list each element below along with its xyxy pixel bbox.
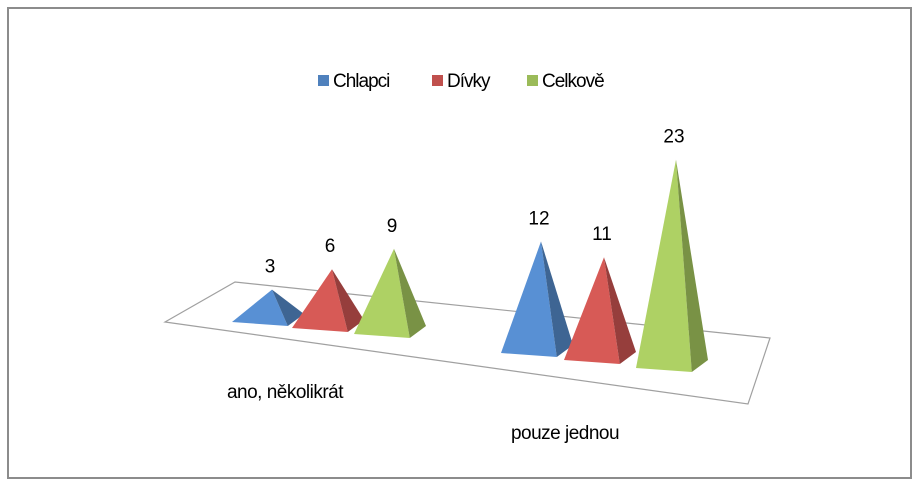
- pyramid: [564, 257, 636, 364]
- pyramid: [501, 241, 573, 357]
- pyramid: [232, 289, 304, 326]
- pyramid-side-face: [541, 241, 573, 357]
- legend-label: Chlapci: [333, 71, 389, 92]
- pyramid-front-face: [636, 159, 692, 372]
- pyramid-side-face: [272, 289, 304, 326]
- data-label: 11: [592, 224, 612, 245]
- data-label: 3: [265, 257, 276, 278]
- category-label: pouze jednou: [511, 423, 619, 444]
- floor: [163, 281, 771, 405]
- pyramid-front-face: [232, 289, 288, 326]
- legend-swatch: [318, 75, 329, 86]
- pyramid-front-face: [564, 257, 620, 364]
- category-label: ano, několikrát: [227, 382, 344, 403]
- legend-label: Celkově: [542, 71, 604, 92]
- pyramid-side-face: [676, 159, 708, 372]
- pyramid-side-face: [604, 257, 636, 364]
- pyramid-front-face: [354, 248, 410, 338]
- pyramid-front-face: [292, 269, 348, 332]
- chart-frame: [7, 7, 912, 479]
- data-label: 6: [325, 236, 336, 257]
- data-label: 9: [387, 216, 398, 237]
- pyramid-side-face: [394, 248, 426, 338]
- legend-label: Dívky: [447, 71, 491, 92]
- data-label: 12: [528, 208, 549, 229]
- pyramid: [636, 159, 708, 372]
- legend-swatch: [527, 75, 538, 86]
- legend-swatch: [432, 75, 443, 86]
- pyramid-side-face: [332, 269, 364, 332]
- pyramid: [354, 248, 426, 338]
- pyramid-front-face: [501, 241, 557, 357]
- data-label: 23: [663, 127, 684, 148]
- pyramid: [292, 269, 364, 332]
